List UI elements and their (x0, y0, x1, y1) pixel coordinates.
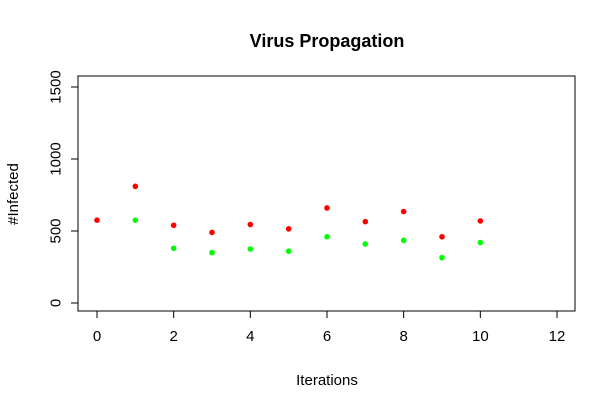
data-point-series-1 (170, 222, 177, 229)
chart-title: Virus Propagation (250, 31, 405, 51)
data-point-series-1 (439, 233, 445, 240)
data-point-series-2 (324, 233, 330, 240)
plot-frame (77, 75, 576, 312)
data-point-series-1 (362, 218, 369, 225)
data-point-series-2 (439, 254, 445, 261)
data-point-series-1 (285, 226, 292, 232)
data-point-series-1 (324, 205, 330, 211)
data-point-series-2 (132, 217, 139, 223)
y-tick-label: 1000 (48, 142, 65, 175)
x-tick-label: 12 (549, 328, 566, 345)
data-point-series-1 (94, 217, 100, 223)
data-point-series-2 (362, 241, 369, 247)
data-point-series-2 (170, 245, 177, 252)
x-tick-label: 8 (399, 328, 407, 345)
data-point-series-2 (477, 239, 484, 246)
x-tick-label: 0 (93, 328, 101, 345)
x-axis: 0 2 4 6 8 10 12 (93, 310, 566, 345)
data-points (94, 183, 484, 261)
y-axis: 0 500 1000 1500 (48, 70, 79, 307)
y-tick-label: 500 (48, 218, 65, 243)
data-point-series-1 (209, 229, 215, 236)
y-axis-label: #Infected (5, 163, 22, 225)
x-tick-label: 2 (169, 328, 177, 345)
data-point-series-2 (400, 237, 407, 244)
data-point-series-2 (285, 248, 292, 254)
data-point-series-2 (209, 249, 215, 256)
data-point-series-1 (132, 183, 139, 190)
y-tick-label: 0 (48, 299, 65, 307)
y-tick-label: 1500 (48, 70, 65, 103)
data-point-series-2 (247, 246, 254, 252)
x-tick-label: 10 (472, 328, 489, 345)
data-point-series-1 (247, 221, 254, 228)
x-axis-label: Iterations (296, 372, 358, 389)
x-tick-label: 6 (323, 328, 331, 345)
data-point-series-1 (477, 218, 484, 224)
data-point-series-1 (400, 208, 407, 215)
x-tick-label: 4 (246, 328, 254, 345)
